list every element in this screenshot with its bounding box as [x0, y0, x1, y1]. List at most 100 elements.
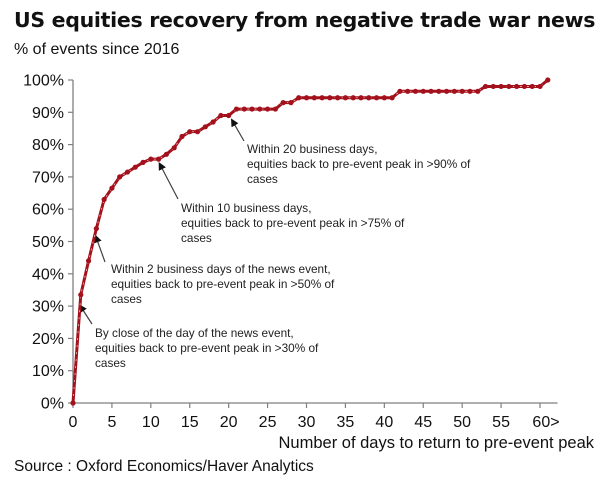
- y-tick-label: 90%: [32, 105, 64, 122]
- data-point: [233, 106, 240, 112]
- data-point: [272, 106, 278, 112]
- data-point: [529, 83, 535, 90]
- y-tick-label: 50%: [32, 234, 64, 251]
- data-point: [93, 225, 99, 232]
- y-tick-label: 60%: [32, 202, 64, 219]
- annotation-text: By close of the day of the news event,: [95, 326, 294, 340]
- x-tick-label: 60>: [532, 414, 559, 431]
- x-tick-label: 50: [453, 414, 471, 431]
- y-tick-label: 40%: [32, 266, 64, 283]
- data-point: [373, 95, 380, 101]
- data-point: [241, 106, 247, 112]
- data-point: [296, 95, 302, 101]
- source-note: Source : Oxford Economics/Haver Analytic…: [14, 458, 314, 475]
- x-axis-title: Number of days to return to pre-event pe…: [279, 434, 595, 452]
- y-tick-label: 80%: [32, 137, 64, 154]
- annotation-text: Within 10 business days,: [181, 201, 312, 215]
- y-tick-label: 100%: [23, 73, 64, 90]
- data-point: [117, 174, 123, 180]
- annotation-text: equities back to pre-event peak in >50% …: [111, 277, 335, 291]
- chart-title: US equities recovery from negative trade…: [14, 8, 596, 32]
- data-point: [194, 129, 201, 135]
- chart-subtitle: % of events since 2016: [14, 41, 180, 58]
- y-tick-label: 10%: [32, 363, 64, 380]
- annotation-arrow: [231, 118, 245, 142]
- data-point: [109, 185, 115, 191]
- x-tick-label: 0: [69, 414, 78, 431]
- annotation-text: cases: [95, 356, 126, 370]
- data-point: [342, 95, 349, 101]
- data-point: [311, 95, 317, 101]
- data-point: [70, 400, 76, 406]
- data-point: [420, 88, 426, 94]
- data-point: [132, 164, 138, 170]
- data-point: [514, 83, 520, 90]
- data-point: [210, 119, 216, 125]
- data-point: [482, 83, 489, 90]
- data-point: [381, 95, 387, 101]
- data-point: [148, 156, 154, 162]
- data-point: [257, 106, 263, 112]
- x-tick-label: 45: [414, 414, 432, 431]
- data-point: [335, 95, 341, 101]
- annotation-arrow: [79, 304, 93, 325]
- y-tick-label: 20%: [32, 331, 64, 348]
- x-tick-label: 35: [337, 414, 355, 431]
- data-point: [412, 88, 419, 94]
- data-point: [397, 88, 403, 94]
- data-point: [303, 95, 310, 101]
- data-point: [156, 156, 162, 162]
- data-point: [187, 129, 193, 135]
- data-point: [521, 83, 528, 90]
- annotation: Within 2 business days of the news event…: [94, 234, 335, 306]
- data-point: [171, 145, 177, 151]
- data-point: [358, 95, 364, 101]
- y-tick-label: 0%: [41, 396, 64, 413]
- y-tick-label: 30%: [32, 299, 64, 316]
- data-point: [319, 95, 325, 101]
- data-point: [218, 112, 224, 119]
- data-point: [249, 106, 255, 112]
- data-point: [280, 100, 286, 106]
- x-tick-label: 40: [375, 414, 393, 431]
- annotation-text: cases: [181, 231, 212, 245]
- x-tick-label: 15: [181, 414, 199, 431]
- data-point: [428, 88, 434, 94]
- data-point: [124, 169, 131, 175]
- data-point: [405, 88, 411, 94]
- data-point: [467, 88, 473, 94]
- x-tick-label: 10: [142, 414, 160, 431]
- series: [70, 77, 551, 406]
- x-tick-label: 5: [107, 414, 116, 431]
- x-tick-label: 25: [259, 414, 277, 431]
- data-point: [490, 83, 496, 90]
- data-point: [436, 88, 442, 94]
- data-point: [202, 124, 208, 130]
- annotation: Within 10 business days,equities back to…: [158, 161, 405, 245]
- annotation-text: cases: [111, 292, 142, 306]
- annotation-text: cases: [247, 172, 278, 186]
- annotation-text: Within 2 business days of the news event…: [111, 262, 331, 276]
- data-point: [498, 83, 504, 90]
- annotation-text: equities back to pre-event peak in >90% …: [247, 157, 471, 171]
- data-point: [288, 100, 294, 106]
- data-point: [226, 112, 232, 119]
- axes: 0% 10% 20% 30% 40% 50% 60% 70% 80% 90% 100% 0 5 10 15 2…: [23, 73, 559, 432]
- annotation-arrow: [94, 234, 106, 263]
- data-point: [101, 196, 107, 203]
- annotation-text: equities back to pre-event peak in >30% …: [95, 341, 319, 355]
- data-point: [179, 133, 185, 140]
- y-tick-label: 70%: [32, 169, 64, 186]
- data-point: [327, 95, 333, 101]
- data-point: [350, 95, 356, 101]
- data-point: [459, 88, 465, 94]
- annotation: Within 20 business days,equities back to…: [231, 118, 471, 186]
- data-point: [545, 77, 551, 83]
- data-point: [451, 88, 457, 94]
- data-point: [506, 83, 512, 90]
- annotation-arrow: [158, 161, 179, 200]
- data-point: [140, 159, 146, 165]
- annotations: By close of the day of the news event,eq…: [79, 118, 471, 370]
- annotation: By close of the day of the news event,eq…: [79, 304, 319, 370]
